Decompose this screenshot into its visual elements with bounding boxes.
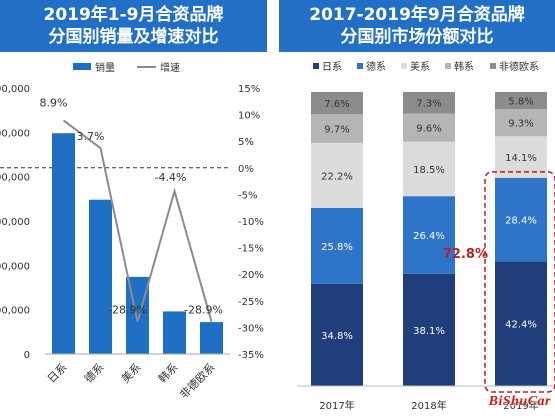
share-bar-segment — [311, 92, 363, 115]
right-axis-tick-label: 15% — [238, 84, 260, 95]
share-data-label: 34.8% — [321, 331, 353, 342]
sales-bar — [52, 133, 75, 354]
left-axis-tick-label: 00,000 — [0, 217, 30, 228]
share-data-label: 9.6% — [416, 124, 441, 135]
right-axis-tick-label: -15% — [238, 244, 264, 255]
category-label: 日系 — [45, 361, 70, 386]
share-bar-segment — [311, 142, 363, 209]
watermark-logo: BiShuCar — [488, 394, 551, 409]
left-axis-tick-label: 00,000 — [0, 173, 30, 184]
share-bar-segment — [403, 273, 455, 386]
share-data-label: 7.6% — [324, 99, 349, 110]
share-data-label: 9.3% — [508, 119, 533, 130]
legend-label-growth: 增速 — [160, 61, 180, 74]
left-axis-tick-label: 00,000 — [0, 128, 30, 139]
legend-label: 美系 — [410, 60, 430, 73]
share-bar-segment — [495, 261, 547, 386]
growth-data-label: -28.9% — [108, 304, 147, 317]
share-data-label: 28.4% — [505, 216, 537, 227]
combined-share-annotation: 72.8% — [443, 247, 488, 262]
legend-swatch — [401, 63, 407, 69]
right-axis-tick-label: -10% — [238, 217, 264, 228]
sales-bar — [200, 322, 223, 354]
share-data-label: 5.8% — [508, 97, 533, 108]
share-bar-segment — [495, 109, 547, 137]
growth-data-label: 3.7% — [77, 130, 105, 143]
share-bar-segment — [495, 136, 547, 178]
category-label: 韩系 — [155, 360, 180, 385]
right-chart-title-line2: 分国别市场份额对比 — [340, 27, 494, 47]
right-chart: 日系 德系 美系 韩系 非德欧系 34.8% 25.8% 22.2% 9.7% 7.6% 2017年… — [297, 60, 555, 412]
right-axis-tick-label: 0% — [238, 164, 254, 175]
right-chart-title-line1: 2017-2019年9月合资品牌 — [309, 5, 525, 25]
legend-swatch — [357, 63, 363, 69]
share-data-label: 38.1% — [413, 326, 445, 337]
share-bar-segment — [311, 283, 363, 386]
sales-bar — [163, 311, 186, 354]
share-bar-segment — [403, 141, 455, 197]
left-axis-tick-label: 00,000 — [0, 261, 30, 272]
panel-divider — [267, 0, 279, 416]
share-data-label: 22.2% — [321, 171, 353, 182]
share-bar-segment — [403, 113, 455, 142]
category-label: 美系 — [119, 361, 144, 386]
highlight-box — [484, 171, 555, 393]
left-chart-title-line2: 分国别销量及增速对比 — [48, 27, 219, 47]
legend-swatch — [313, 63, 319, 69]
left-axis-tick-label: 0 — [24, 350, 30, 361]
legend-label: 日系 — [322, 61, 342, 73]
share-data-label: 26.4% — [413, 231, 445, 242]
share-bar-segment — [495, 92, 547, 110]
share-bar-segment — [311, 114, 363, 143]
category-label: 2019年 — [503, 399, 538, 412]
right-axis-tick-label: -35% — [238, 350, 264, 361]
sales-bar — [89, 199, 112, 354]
left-axis-tick-label: 00,000 — [0, 84, 30, 95]
share-bar-segment — [495, 177, 547, 262]
share-data-label: 14.1% — [505, 153, 537, 164]
legend-label-sales: 销量 — [95, 61, 115, 74]
category-label: 2017年 — [319, 399, 354, 412]
legend-label: 德系 — [366, 60, 386, 73]
legend-swatch — [445, 63, 451, 69]
left-axis-tick-label: 00,000 — [0, 306, 30, 317]
left-chart-header: 2019年1-9月合资品牌 分国别销量及增速对比 — [0, 0, 267, 52]
growth-data-label: -28.9% — [184, 304, 223, 317]
share-data-label: 9.7% — [324, 125, 349, 136]
category-label: 非德欧系 — [177, 360, 218, 401]
right-axis-tick-label: -20% — [238, 270, 264, 281]
share-data-label: 25.8% — [321, 242, 353, 253]
growth-data-label: -4.4% — [155, 171, 187, 184]
share-data-label: 42.4% — [505, 320, 537, 331]
legend-label: 非德欧系 — [499, 60, 539, 73]
legend-swatch — [490, 63, 496, 69]
legend-label: 韩系 — [454, 60, 474, 73]
right-axis-tick-label: 10% — [238, 111, 260, 122]
share-data-label: 18.5% — [413, 165, 445, 176]
right-axis-tick-label: -5% — [238, 190, 257, 201]
category-label: 2018年 — [411, 399, 446, 412]
legend-swatch-sales — [73, 63, 91, 70]
growth-rate-line — [62, 119, 213, 322]
share-bar-segment — [311, 208, 363, 284]
left-chart-title-line1: 2019年1-9月合资品牌 — [43, 5, 224, 25]
right-axis-tick-label: -30% — [238, 323, 264, 334]
share-bar-segment — [403, 92, 455, 114]
right-chart-header: 2017-2019年9月合资品牌 分国别市场份额对比 — [279, 0, 555, 52]
right-axis-tick-label: -25% — [238, 297, 264, 308]
category-label: 德系 — [81, 360, 106, 385]
right-axis-tick-label: 5% — [238, 137, 254, 148]
growth-data-label: 8.9% — [40, 96, 68, 109]
left-chart: 销量 增速 00,000 00,000 00,000 00,000 00,000 00,000… — [0, 61, 264, 401]
share-data-label: 7.3% — [416, 99, 441, 110]
share-bar-segment — [403, 196, 455, 274]
